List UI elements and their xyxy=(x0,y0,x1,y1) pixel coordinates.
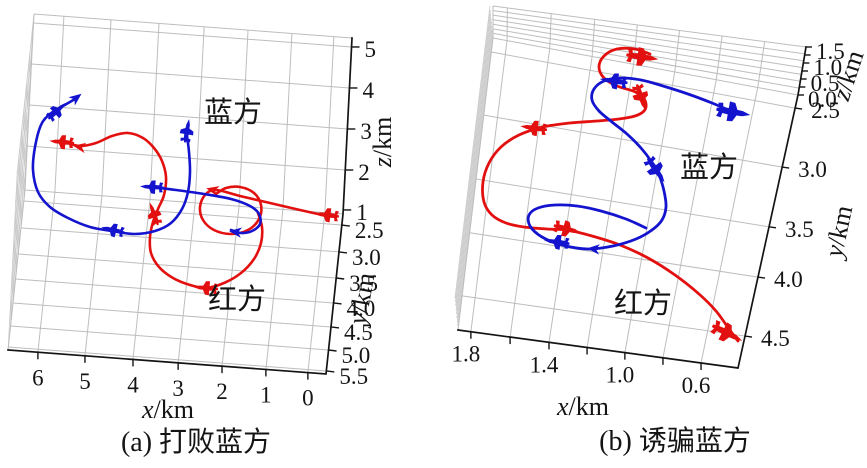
tick-label: 5 xyxy=(365,37,377,62)
panel-a-x-axis-label: x/km xyxy=(141,395,194,424)
floor-gridline xyxy=(11,326,329,350)
annotation-label: 蓝方 xyxy=(204,96,262,129)
aircraft-icon xyxy=(140,180,164,195)
floor-gridline xyxy=(13,303,331,327)
left-wall-gridline xyxy=(455,10,490,302)
panel-b-x-axis-label: x/km xyxy=(556,392,609,421)
aircraft-icon xyxy=(630,82,653,112)
tick-label: 6 xyxy=(32,365,44,390)
tick-label: 3.5 xyxy=(785,217,814,242)
tick-label: 5.5 xyxy=(339,364,368,389)
tick-mark xyxy=(336,278,344,279)
back-wall-gridline xyxy=(325,37,334,213)
floor-gridline xyxy=(471,41,507,332)
back-wall-gridline xyxy=(34,23,352,47)
left-wall-gridline xyxy=(456,18,491,310)
back-wall-gridline xyxy=(102,20,111,196)
aircraft-icon xyxy=(715,99,752,125)
annotation-label: 红方 xyxy=(208,283,266,316)
tick-mark xyxy=(334,303,342,304)
floor-gridline xyxy=(462,296,745,336)
tick-label: 4 xyxy=(127,372,139,397)
left-wall-gridline xyxy=(456,14,491,306)
aircraft-icon xyxy=(519,118,548,137)
back-wall-gridline xyxy=(31,64,349,88)
aircraft-icon xyxy=(178,118,196,144)
tick-label: 3.0 xyxy=(352,245,381,270)
floor-gridline xyxy=(549,57,592,343)
tick-label: 0.6 xyxy=(682,373,711,398)
floor-gridline xyxy=(510,49,550,337)
back-wall-gridline xyxy=(150,23,159,199)
tick-mark xyxy=(339,252,347,253)
floor-gridline xyxy=(18,254,336,278)
panel-b-y-axis-label: y/km xyxy=(818,203,858,263)
floor-gridline xyxy=(21,228,339,252)
aircraft-icon xyxy=(625,46,660,69)
floor-gridline xyxy=(470,233,758,277)
back-wall-gridline xyxy=(55,16,64,192)
aircraft-icon xyxy=(641,154,671,187)
tick-label: 4.0 xyxy=(774,267,803,292)
tick-label: 3.0 xyxy=(798,157,827,182)
floor-gridline xyxy=(701,87,758,363)
floor-gridline xyxy=(16,279,334,303)
tick-label: 5 xyxy=(79,369,91,394)
panel-b-caption: (b) 诱骗蓝方 xyxy=(599,425,751,457)
annotation-label: 蓝方 xyxy=(680,151,738,184)
tick-label: 1.4 xyxy=(530,352,559,377)
tick-mark xyxy=(326,371,334,372)
box-edge xyxy=(458,38,493,330)
panel-a-z-axis-label: z/km xyxy=(368,117,397,169)
tick-label: 4.5 xyxy=(761,326,790,351)
panel-a-caption: (a) 打败蓝方 xyxy=(121,426,271,458)
back-wall-gridline xyxy=(675,30,680,72)
floor-gridline xyxy=(476,179,769,227)
tick-mark xyxy=(769,227,776,228)
tick-label: 1.0 xyxy=(606,363,635,388)
left-wall-gridline xyxy=(458,34,493,326)
back-wall-gridline xyxy=(27,146,345,170)
back-wall-gridline xyxy=(758,42,765,88)
tick-mark xyxy=(758,277,765,278)
tick-mark xyxy=(342,225,350,226)
tick-mark xyxy=(329,350,337,351)
tick-label: 0 xyxy=(302,386,314,411)
tick-label: 1.8 xyxy=(452,342,481,367)
trajectory-path xyxy=(483,48,738,341)
tick-mark xyxy=(795,108,802,109)
back-wall-gridline xyxy=(283,33,292,209)
tick-label: 2 xyxy=(216,379,228,404)
direction-arrow-icon xyxy=(68,90,84,106)
annotation-label: 红方 xyxy=(614,287,672,320)
tick-label: 1 xyxy=(260,382,272,407)
floor-gridline xyxy=(8,347,326,371)
back-wall-gridline xyxy=(34,14,352,38)
left-wall-gridline xyxy=(457,30,492,322)
aircraft-icon xyxy=(708,317,746,349)
left-wall-gridline xyxy=(455,6,490,298)
tick-label: 4 xyxy=(362,78,374,103)
trajectory-path xyxy=(200,187,327,234)
back-wall-gridline xyxy=(195,27,204,203)
axis-line xyxy=(8,38,352,374)
tick-mark xyxy=(782,167,789,168)
tick-label: 1 xyxy=(356,200,368,225)
aircraft-icon xyxy=(44,98,71,124)
tick-mark xyxy=(331,327,339,328)
tick-mark xyxy=(745,336,752,337)
back-wall-gridline xyxy=(716,36,722,80)
